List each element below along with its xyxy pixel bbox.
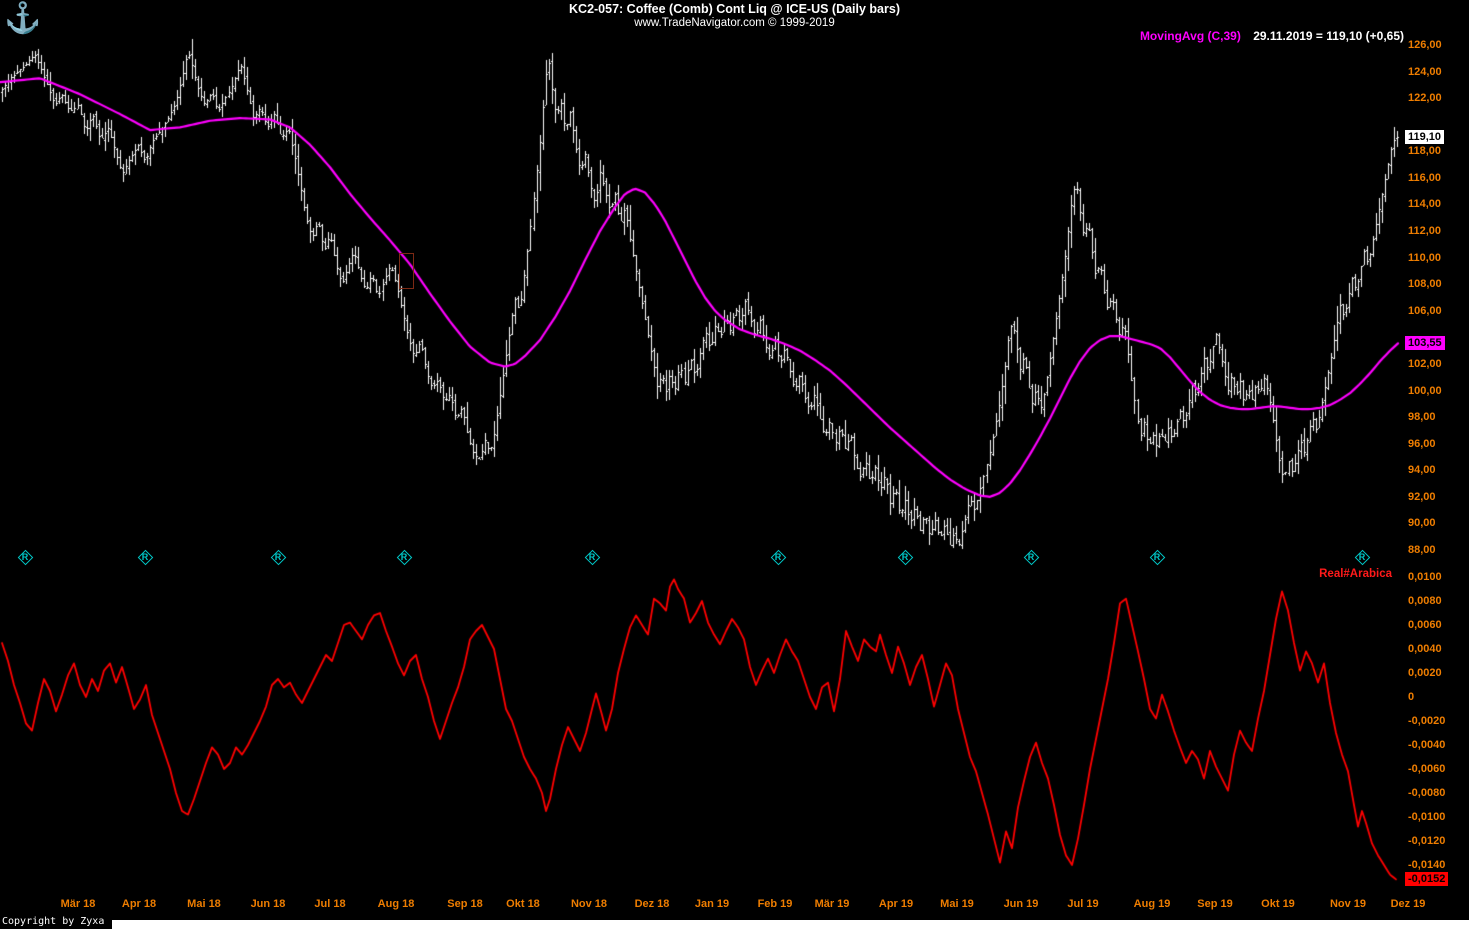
r-marker-letter: R <box>274 552 282 562</box>
indicator-readout: MovingAvg (C,39) 29.11.2019 = 119,10 (+0… <box>1140 29 1404 43</box>
price-tick-label: 126,00 <box>1408 39 1442 51</box>
osc-tick-label: 0,0040 <box>1408 643 1442 655</box>
r-diamond-marker: R <box>1148 548 1166 566</box>
r-marker-letter: R <box>400 552 408 562</box>
month-label: Jun 19 <box>1003 898 1039 910</box>
r-diamond-marker: R <box>395 548 413 566</box>
r-diamond-marker: R <box>16 548 34 566</box>
r-marker-letter: R <box>588 552 596 562</box>
osc-tick-label: 0 <box>1408 691 1415 703</box>
osc-tick-label: -0,0140 <box>1408 859 1446 871</box>
r-diamond-marker: R <box>136 548 154 566</box>
month-label: Jul 18 <box>314 898 346 910</box>
r-diamond-marker: R <box>583 548 601 566</box>
price-tick-label: 94,00 <box>1408 464 1436 477</box>
copyright-text: Copyright by Zyxa <box>2 916 105 927</box>
price-tick-label: 92,00 <box>1408 490 1436 503</box>
month-label: Feb 19 <box>757 898 793 910</box>
page-title: KC2-057: Coffee (Comb) Cont Liq @ ICE-US… <box>569 2 900 16</box>
price-tick-label: 100,00 <box>1408 384 1442 397</box>
price-tick-label: 110,00 <box>1408 251 1442 264</box>
osc-tick-label: -0,0080 <box>1408 787 1446 799</box>
osc-tick-label: 0,0100 <box>1408 571 1442 583</box>
price-tick-label: 98,00 <box>1408 411 1436 424</box>
price-tick-label: 96,00 <box>1408 437 1436 450</box>
price-tick-label: 88,00 <box>1408 544 1436 556</box>
month-label: Apr 19 <box>878 898 914 910</box>
month-label: Aug 19 <box>1133 898 1171 910</box>
osc-tick-label: -0,0120 <box>1408 835 1446 847</box>
r-diamond-marker: R <box>769 548 787 566</box>
r-marker-letter: R <box>1358 552 1366 562</box>
price-tick-label: 106,00 <box>1408 304 1442 317</box>
month-label: Apr 18 <box>121 898 157 910</box>
month-label: Mär 19 <box>814 898 850 910</box>
r-diamond-marker: R <box>269 548 287 566</box>
bottom-white-strip <box>112 920 1469 929</box>
r-diamond-marker: R <box>896 548 914 566</box>
month-label: Mai 19 <box>940 898 974 910</box>
month-label: Jun 18 <box>250 898 286 910</box>
month-label: Sep 19 <box>1197 898 1233 910</box>
page-subtitle: www.TradeNavigator.com © 1999-2019 <box>634 17 835 29</box>
moving-average-label: MovingAvg (C,39) <box>1139 29 1241 43</box>
month-label: Nov 19 <box>1329 898 1367 910</box>
month-label: Jan 19 <box>694 898 730 910</box>
price-tick-label: 114,00 <box>1408 198 1442 211</box>
moving-average-value: 29.11.2019 = 119,10 (+0,65) <box>1253 29 1404 43</box>
price-tick-label: 122,00 <box>1408 92 1442 105</box>
price-tick-label: 108,00 <box>1408 278 1442 291</box>
oscillator-panel-label: Real#Arabica <box>1319 568 1392 580</box>
price-tick-label: 90,00 <box>1408 517 1436 530</box>
annotation-box <box>399 253 414 289</box>
month-label: Sep 18 <box>447 898 483 910</box>
price-tick-label: 116,00 <box>1408 171 1442 184</box>
osc-tick-label: 0,0020 <box>1408 667 1442 679</box>
month-label: Dez 19 <box>1390 898 1426 910</box>
osc-tick-label: -0,0020 <box>1408 715 1446 727</box>
price-tick-label: 124,00 <box>1408 65 1442 78</box>
anchor-logo-icon: ⚓ <box>4 2 42 35</box>
r-marker-letter: R <box>901 552 909 562</box>
r-diamond-marker: R <box>1022 548 1040 566</box>
osc-tick-label: 0,0060 <box>1408 619 1442 631</box>
price-tick-label: 118,00 <box>1408 145 1442 158</box>
r-marker-letter: R <box>774 552 782 562</box>
price-tick-label: 102,00 <box>1408 357 1442 370</box>
ma-value-badge: 103,55 <box>1405 336 1445 351</box>
month-label: Mär 18 <box>60 898 96 910</box>
r-marker-letter: R <box>1027 552 1035 562</box>
month-label: Okt 19 <box>1261 898 1295 910</box>
last-price-badge: 119,10 <box>1405 129 1445 144</box>
month-label: Aug 18 <box>377 898 415 910</box>
month-label: Mai 18 <box>187 898 221 910</box>
price-tick-label: 112,00 <box>1408 225 1442 238</box>
osc-tick-label: -0,0060 <box>1408 763 1446 775</box>
r-marker-letter: R <box>141 552 149 562</box>
osc-tick-label: 0,0080 <box>1408 595 1442 607</box>
osc-tick-label: -0,0100 <box>1408 811 1446 823</box>
r-marker-letter: R <box>1153 552 1161 562</box>
month-label: Jul 19 <box>1067 898 1099 910</box>
r-marker-letter: R <box>21 552 29 562</box>
oscillator-value-badge: -0,0152 <box>1405 872 1449 887</box>
month-label: Okt 18 <box>506 898 540 910</box>
r-diamond-marker: R <box>1353 548 1371 566</box>
month-label: Nov 18 <box>570 898 608 910</box>
month-label: Dez 18 <box>634 898 670 910</box>
osc-tick-label: -0,0040 <box>1408 739 1446 751</box>
